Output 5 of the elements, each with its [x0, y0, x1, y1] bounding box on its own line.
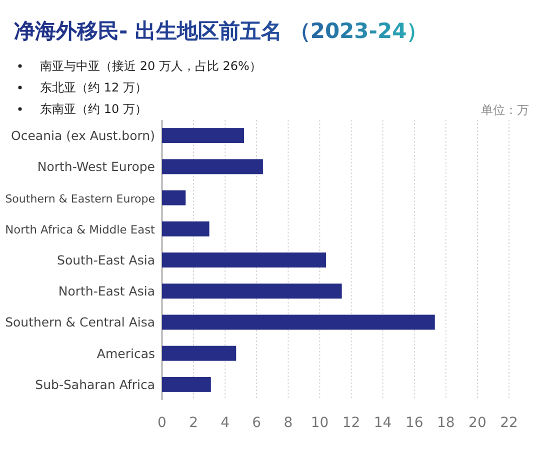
- xlabel: 单位：万: [481, 103, 529, 117]
- annotation: 南亚与中亚（接近 20 万人，占比 26%）: [40, 59, 262, 73]
- annotation: 东南亚（约 10 万）: [40, 102, 147, 116]
- title: 净海外移民- 出生地区前五名 （2023-24）: [14, 19, 428, 43]
- annotation: 东北亚（约 12 万）: [40, 80, 147, 94]
